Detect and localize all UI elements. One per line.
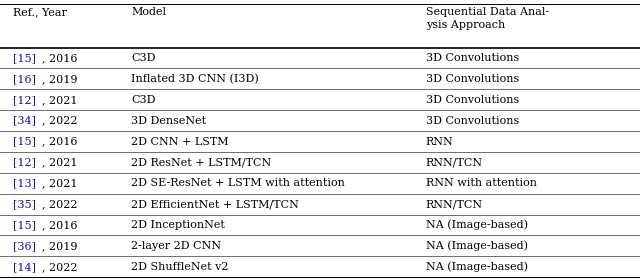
Text: 3D Convolutions: 3D Convolutions — [426, 74, 519, 84]
Text: , 2021: , 2021 — [42, 157, 77, 167]
Text: 2D SE-ResNet + LSTM with attention: 2D SE-ResNet + LSTM with attention — [131, 178, 345, 188]
Text: NA (Image-based): NA (Image-based) — [426, 262, 527, 272]
Text: 2D ResNet + LSTM/TCN: 2D ResNet + LSTM/TCN — [131, 157, 271, 167]
Text: RNN/TCN: RNN/TCN — [426, 157, 483, 167]
Text: , 2022: , 2022 — [42, 262, 77, 272]
Text: NA (Image-based): NA (Image-based) — [426, 220, 527, 230]
Text: 3D Convolutions: 3D Convolutions — [426, 116, 519, 126]
Text: [34]: [34] — [13, 116, 36, 126]
Text: [15]: [15] — [13, 137, 36, 146]
Text: [12]: [12] — [13, 95, 36, 105]
Text: , 2016: , 2016 — [42, 220, 77, 230]
Text: Sequential Data Anal-
ysis Approach: Sequential Data Anal- ysis Approach — [426, 7, 548, 30]
Text: [35]: [35] — [13, 199, 36, 209]
Text: C3D: C3D — [131, 95, 156, 105]
Text: RNN: RNN — [426, 137, 453, 146]
Text: , 2019: , 2019 — [42, 241, 77, 251]
Text: RNN with attention: RNN with attention — [426, 178, 536, 188]
Text: [16]: [16] — [13, 74, 36, 84]
Text: 2D InceptionNet: 2D InceptionNet — [131, 220, 225, 230]
Text: NA (Image-based): NA (Image-based) — [426, 241, 527, 251]
Text: C3D: C3D — [131, 53, 156, 63]
Text: 3D Convolutions: 3D Convolutions — [426, 95, 519, 105]
Text: 2D CNN + LSTM: 2D CNN + LSTM — [131, 137, 229, 146]
Text: , 2022: , 2022 — [42, 116, 77, 126]
Text: 3D DenseNet: 3D DenseNet — [131, 116, 206, 126]
Text: [36]: [36] — [13, 241, 36, 251]
Text: [12]: [12] — [13, 157, 36, 167]
Text: [15]: [15] — [13, 220, 36, 230]
Text: , 2016: , 2016 — [42, 53, 77, 63]
Text: 3D Convolutions: 3D Convolutions — [426, 53, 519, 63]
Text: , 2022: , 2022 — [42, 199, 77, 209]
Text: , 2021: , 2021 — [42, 95, 77, 105]
Text: , 2021: , 2021 — [42, 178, 77, 188]
Text: , 2016: , 2016 — [42, 137, 77, 146]
Text: 2-layer 2D CNN: 2-layer 2D CNN — [131, 241, 221, 251]
Text: [14]: [14] — [13, 262, 36, 272]
Text: Inflated 3D CNN (I3D): Inflated 3D CNN (I3D) — [131, 74, 259, 84]
Text: [13]: [13] — [13, 178, 36, 188]
Text: 2D EfficientNet + LSTM/TCN: 2D EfficientNet + LSTM/TCN — [131, 199, 299, 209]
Text: [15]: [15] — [13, 53, 36, 63]
Text: , 2019: , 2019 — [42, 74, 77, 84]
Text: Model: Model — [131, 7, 166, 17]
Text: 2D ShuffleNet v2: 2D ShuffleNet v2 — [131, 262, 228, 272]
Text: RNN/TCN: RNN/TCN — [426, 199, 483, 209]
Text: Ref., Year: Ref., Year — [13, 7, 67, 17]
